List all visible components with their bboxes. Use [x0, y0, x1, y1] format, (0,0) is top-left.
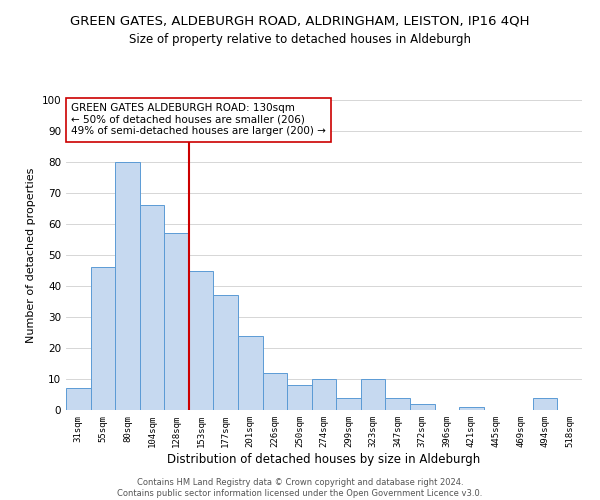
Bar: [91, 268, 115, 410]
Bar: [312, 379, 336, 410]
Bar: [385, 398, 410, 410]
Bar: [115, 162, 140, 410]
Bar: [263, 373, 287, 410]
X-axis label: Distribution of detached houses by size in Aldeburgh: Distribution of detached houses by size …: [167, 452, 481, 466]
Bar: [164, 234, 189, 410]
Bar: [336, 398, 361, 410]
Bar: [214, 296, 238, 410]
Text: GREEN GATES, ALDEBURGH ROAD, ALDRINGHAM, LEISTON, IP16 4QH: GREEN GATES, ALDEBURGH ROAD, ALDRINGHAM,…: [70, 15, 530, 28]
Bar: [238, 336, 263, 410]
Bar: [287, 385, 312, 410]
Bar: [189, 270, 214, 410]
Text: Size of property relative to detached houses in Aldeburgh: Size of property relative to detached ho…: [129, 32, 471, 46]
Text: Contains HM Land Registry data © Crown copyright and database right 2024.
Contai: Contains HM Land Registry data © Crown c…: [118, 478, 482, 498]
Bar: [66, 388, 91, 410]
Bar: [410, 404, 434, 410]
Y-axis label: Number of detached properties: Number of detached properties: [26, 168, 36, 342]
Text: GREEN GATES ALDEBURGH ROAD: 130sqm
← 50% of detached houses are smaller (206)
49: GREEN GATES ALDEBURGH ROAD: 130sqm ← 50%…: [71, 103, 326, 136]
Bar: [459, 407, 484, 410]
Bar: [361, 379, 385, 410]
Bar: [140, 206, 164, 410]
Bar: [533, 398, 557, 410]
